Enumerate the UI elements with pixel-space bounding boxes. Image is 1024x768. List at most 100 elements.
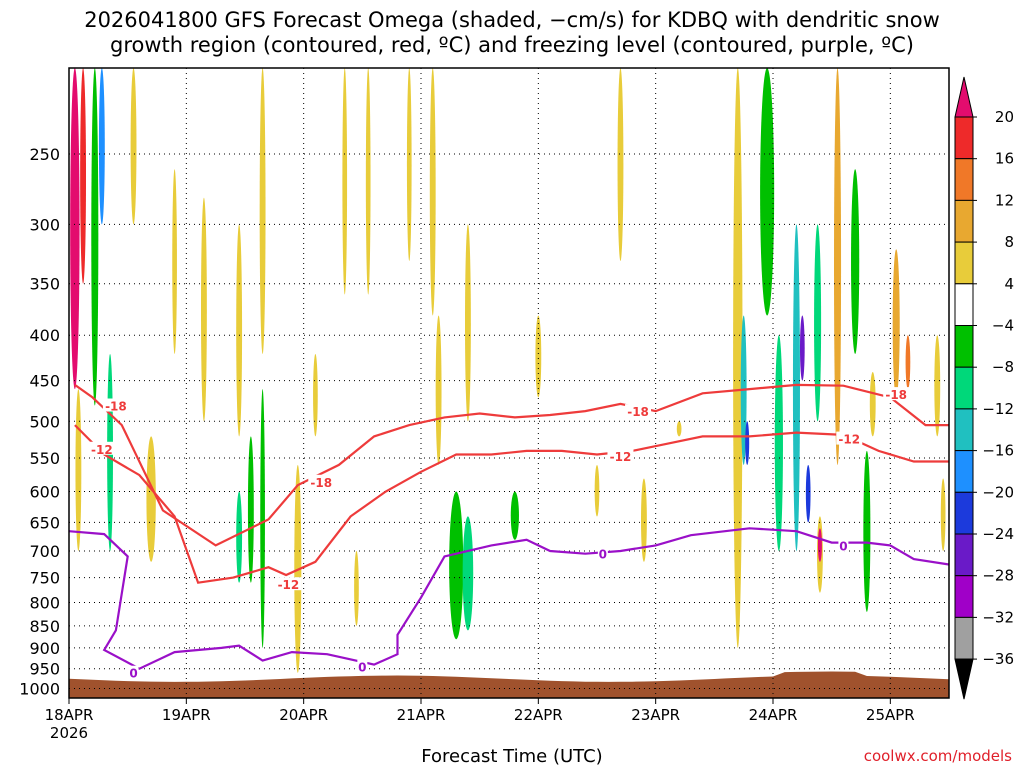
omega-patch: [313, 354, 318, 437]
y-axis-ticks: 250 300 350 400 450 500 550 600 650 700 750 800 850 9…: [19, 145, 60, 698]
omega-patch: [817, 528, 822, 562]
colorbar-swatch: [954, 575, 974, 618]
colorbar-swatch: [954, 491, 974, 535]
omega-patch: [98, 68, 105, 225]
omega-patch: [429, 68, 436, 316]
contour-label: -12: [838, 433, 860, 447]
chart-title: 2026041800 GFS Forecast Omega (shaded, −…: [84, 8, 940, 57]
contour-label-bg: [102, 398, 129, 412]
omega-patch: [869, 371, 876, 437]
omega-patch: [80, 67, 87, 284]
contour-label-bg: [607, 448, 634, 462]
colorbar-label: 8: [1004, 233, 1014, 251]
omega-shading: [70, 67, 946, 673]
x-tick-label: 21APR: [397, 706, 446, 724]
contour-dgz-18: [74, 383, 949, 547]
colorbar-label: −28: [982, 567, 1014, 585]
y-tick-label: 650: [29, 513, 60, 532]
omega-patch: [760, 68, 775, 316]
contour-label-bg: [838, 538, 849, 552]
x-axis-title: Forecast Time (UTC): [421, 746, 603, 767]
omega-patch: [201, 197, 207, 422]
y-tick-label: 450: [29, 372, 60, 391]
omega-patch: [814, 224, 822, 422]
colorbar-swatch: [954, 616, 974, 660]
plot-frame: [68, 67, 950, 699]
contour-label: 0: [358, 661, 366, 675]
contour-label: 0: [839, 539, 847, 553]
omega-patch: [365, 68, 371, 295]
x-tick-label: 23APR: [631, 706, 680, 724]
x-tick-label: 24APR: [749, 706, 798, 724]
omega-patch: [745, 421, 750, 465]
colorbar-label: −4: [992, 317, 1014, 335]
omega-patch: [617, 68, 624, 262]
contour-label-bg: [88, 441, 115, 455]
plot-area: [69, 68, 949, 698]
contour-freezing-0: [68, 527, 950, 670]
x-tick-label: 25APR: [866, 706, 915, 724]
contour-label: -18: [627, 405, 649, 419]
colorbar: 20 16 12 8 4 −4 −8 −12 −16 −20 −24 −28 −32 −36: [954, 76, 1014, 700]
colorbar-label: −8: [992, 358, 1014, 376]
colorbar-label: −12: [982, 400, 1014, 418]
colorbar-swatch: [954, 158, 974, 201]
x-year-label: 2026: [50, 724, 88, 742]
omega-patch: [934, 335, 941, 437]
omega-patch: [465, 224, 471, 422]
y-tick-label: 400: [29, 326, 60, 345]
omega-patch: [70, 68, 80, 390]
contour-label-bg: [883, 387, 910, 401]
contour-label-bg: [597, 546, 608, 560]
omega-patch: [792, 224, 800, 551]
contour-label-bg: [275, 577, 302, 591]
contour-label-bg: [128, 665, 139, 679]
omega-patch: [892, 249, 900, 398]
omega-patch: [510, 491, 519, 540]
omega-patch: [449, 491, 464, 640]
contour-label: 0: [129, 667, 137, 681]
colorbar-swatch: [954, 366, 974, 410]
y-tick-label: 250: [29, 145, 60, 164]
omega-patch: [774, 335, 783, 551]
omega-patch: [940, 478, 946, 551]
colorbar-label: −16: [982, 442, 1014, 460]
ground-fill: [69, 671, 949, 698]
omega-patch: [342, 68, 348, 295]
y-tick-label: 900: [29, 639, 60, 658]
x-tick-label: 18APR: [45, 706, 94, 724]
omega-patch: [676, 421, 682, 437]
colorbar-swatch: [954, 199, 974, 243]
omega-patch: [75, 389, 82, 551]
omega-patch: [851, 169, 860, 355]
colorbar-swatch: [954, 408, 974, 452]
colorbar-label: 16: [995, 150, 1014, 168]
contour-label-bg: [357, 659, 368, 673]
y-tick-label: 300: [29, 215, 60, 234]
omega-patch: [834, 68, 842, 465]
omega-patch: [259, 68, 266, 355]
omega-patch: [435, 315, 442, 465]
credit-link[interactable]: coolwx.com/models: [863, 747, 1012, 765]
colorbar-swatch: [954, 325, 974, 368]
colorbar-label: −20: [982, 483, 1014, 501]
omega-patch: [236, 491, 243, 583]
x-tick-label: 19APR: [162, 706, 211, 724]
omega-patch: [641, 478, 647, 562]
omega-patch: [805, 464, 811, 523]
y-tick-label: 550: [29, 449, 60, 468]
colorbar-swatch: [954, 450, 974, 493]
y-tick-label: 500: [29, 412, 60, 431]
colorbar-swatch: [954, 283, 974, 326]
colorbar-label: −36: [982, 650, 1014, 668]
omega-patch: [236, 224, 243, 437]
contour-label-bg: [308, 474, 335, 488]
omega-patch: [91, 68, 99, 406]
contour-layer: -18 -18 -18 -18 -12 -12 -12 -12 0 0 0 0: [68, 383, 950, 681]
y-tick-label: 350: [29, 275, 60, 294]
omega-patch: [406, 68, 412, 262]
contour-label-bg: [625, 404, 652, 418]
omega-patch: [130, 68, 137, 225]
contour-label: -18: [885, 388, 907, 402]
